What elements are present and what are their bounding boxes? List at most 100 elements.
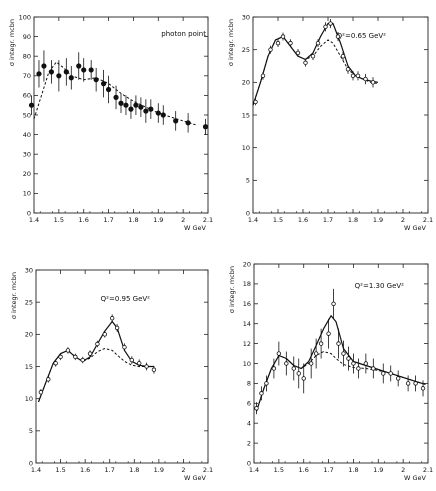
x-tick-label: 1.7 bbox=[323, 216, 333, 224]
data-point bbox=[76, 63, 82, 69]
panel-annotation: Q²=1.30 GeV² bbox=[355, 282, 405, 290]
chart-panel-4: 1.4 1.5 1.6 1.7 1.8 1.9 2 2.1 0 2 4 6 8 10 12 14 16 18 20 W… bbox=[228, 260, 433, 482]
data-point bbox=[46, 377, 51, 382]
data-point bbox=[355, 73, 361, 78]
y-tick-label: 12 bbox=[243, 340, 251, 348]
data-point bbox=[80, 357, 85, 363]
y-tick-label: 15 bbox=[25, 363, 33, 371]
data-point bbox=[395, 376, 401, 381]
y-tick-label: 20 bbox=[23, 170, 31, 178]
y-tick-label: 30 bbox=[25, 266, 33, 274]
data-point bbox=[295, 50, 301, 56]
data-point bbox=[65, 348, 71, 353]
data-point bbox=[41, 63, 47, 69]
y-axis-label: σ integr. mcbn bbox=[8, 19, 16, 66]
data-point bbox=[291, 366, 296, 371]
data-point bbox=[93, 77, 99, 83]
data-point bbox=[296, 371, 301, 376]
x-tick-label: 1.8 bbox=[348, 466, 358, 474]
x-tick-label: 1.6 bbox=[80, 466, 90, 474]
y-tick-label: 30 bbox=[242, 13, 250, 21]
y-tick-label: 0 bbox=[27, 209, 31, 217]
data-point bbox=[81, 67, 87, 73]
data-point bbox=[275, 40, 281, 46]
data-point bbox=[308, 361, 314, 366]
x-tick-label: 1.7 bbox=[323, 466, 333, 474]
data-point bbox=[351, 361, 356, 366]
data-point bbox=[370, 80, 376, 85]
x-tick-label: 1.7 bbox=[105, 466, 115, 474]
data-point bbox=[53, 361, 58, 366]
data-point bbox=[328, 21, 333, 26]
y-tick-label: 30 bbox=[23, 151, 31, 159]
data-point bbox=[144, 364, 149, 369]
x-tick-label: 1.8 bbox=[128, 216, 138, 224]
y-tick-label: 0 bbox=[246, 209, 250, 217]
data-point bbox=[313, 351, 319, 356]
data-point bbox=[160, 112, 166, 118]
y-tick-label: 10 bbox=[242, 144, 250, 152]
x-tick-label: 1.5 bbox=[274, 466, 284, 474]
data-point bbox=[315, 40, 321, 46]
data-point bbox=[303, 60, 308, 65]
x-tick-label: 1.4 bbox=[248, 216, 258, 224]
data-point bbox=[331, 301, 336, 306]
panel-annotation: photon point bbox=[161, 30, 206, 38]
x-tick-label: 2 bbox=[181, 466, 185, 474]
data-point bbox=[276, 351, 282, 356]
data-point bbox=[105, 86, 112, 93]
y-tick-label: 60 bbox=[23, 92, 31, 100]
data-point bbox=[102, 332, 107, 337]
y-tick-label: 5 bbox=[29, 427, 33, 435]
x-tick-label: 1.9 bbox=[373, 216, 383, 224]
data-point bbox=[326, 331, 331, 336]
data-point bbox=[356, 366, 361, 371]
x-tick-label: 2.1 bbox=[203, 466, 213, 474]
y-tick-label: 0 bbox=[247, 459, 251, 467]
x-tick-label: 1.6 bbox=[79, 216, 89, 224]
panel-annotation: Q²=0.95 GeV² bbox=[101, 295, 151, 303]
data-point bbox=[341, 351, 346, 356]
y-tick-label: 4 bbox=[247, 420, 251, 428]
x-tick-label: 2 bbox=[401, 466, 405, 474]
data-point bbox=[271, 366, 277, 371]
x-tick-label: 1.4 bbox=[31, 466, 41, 474]
data-point bbox=[87, 351, 93, 356]
x-tick-label: 1.8 bbox=[348, 216, 358, 224]
data-point bbox=[288, 40, 293, 46]
chart-panel-1: 1.4 1.5 1.6 1.7 1.8 1.9 2 2.1 0 10 20 30 40 50 60 70 80 9… bbox=[8, 13, 213, 232]
data-point bbox=[36, 71, 42, 77]
data-point bbox=[148, 106, 154, 112]
y-tick-label: 5 bbox=[246, 177, 250, 185]
data-point bbox=[260, 73, 266, 78]
model-curve-dashed bbox=[33, 61, 196, 126]
y-tick-label: 16 bbox=[243, 300, 251, 308]
data-point bbox=[413, 381, 418, 386]
data-point bbox=[259, 391, 264, 396]
y-tick-label: 100 bbox=[19, 13, 31, 21]
data-point bbox=[38, 390, 44, 395]
data-point bbox=[129, 357, 135, 363]
data-point bbox=[113, 94, 119, 100]
x-axis-label: W GeV bbox=[184, 224, 207, 232]
y-tick-label: 20 bbox=[243, 260, 251, 268]
y-tick-label: 40 bbox=[23, 131, 31, 139]
data-point bbox=[136, 361, 142, 366]
x-tick-label: 2.1 bbox=[423, 466, 433, 474]
x-axis-label: W GeV bbox=[184, 474, 207, 482]
y-tick-label: 25 bbox=[25, 298, 33, 306]
y-tick-label: 70 bbox=[23, 72, 31, 80]
x-tick-label: 1.5 bbox=[54, 216, 64, 224]
data-point bbox=[420, 386, 426, 391]
data-point bbox=[73, 354, 78, 360]
data-point bbox=[284, 361, 289, 366]
data-point bbox=[185, 120, 191, 126]
data-point bbox=[335, 34, 341, 39]
chart-panel-2: 1.4 1.5 1.6 1.7 1.8 1.9 2 2.1 0 5 10 15 20 25 30 W GeV σ… bbox=[227, 13, 433, 232]
plot-frame bbox=[252, 16, 429, 214]
data-point bbox=[323, 24, 328, 29]
data-point bbox=[48, 69, 55, 75]
data-point bbox=[310, 54, 316, 59]
data-point bbox=[143, 108, 149, 114]
plot-frame bbox=[33, 16, 209, 214]
